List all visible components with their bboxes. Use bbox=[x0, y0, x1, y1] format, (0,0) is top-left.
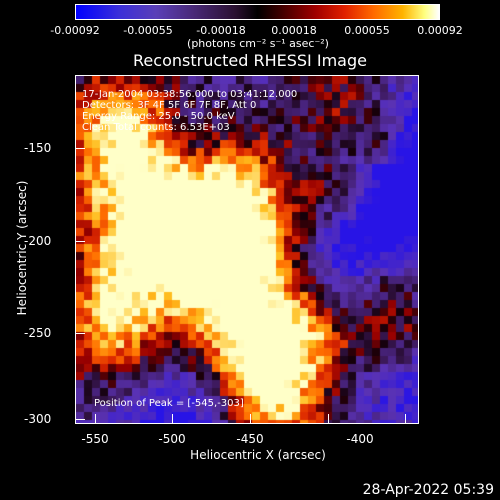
y-tick-label: -250 bbox=[24, 326, 52, 340]
x-tick-label: -450 bbox=[236, 432, 264, 446]
y-tick-label: -200 bbox=[24, 234, 52, 248]
y-tick-label: -300 bbox=[24, 412, 52, 426]
colorbar-tick: 0.00018 bbox=[271, 24, 317, 37]
info-time-range: 17-Jan-2004 03:38:56.000 to 03:41:12.000 bbox=[82, 89, 298, 100]
colorbar-tick: -0.00092 bbox=[50, 24, 100, 37]
info-peak-position: Position of Peak = [-545,-303] bbox=[94, 398, 244, 409]
chart-title: Reconstructed RHESSI Image bbox=[133, 51, 367, 70]
colorbar-tick: -0.00018 bbox=[196, 24, 246, 37]
colorbar-tick: 0.00092 bbox=[417, 24, 463, 37]
colorbar bbox=[75, 4, 440, 20]
y-tickmark bbox=[75, 241, 85, 242]
x-tickmark bbox=[172, 414, 173, 424]
x-tick-label: -500 bbox=[158, 432, 186, 446]
info-energy: Energy Range: 25.0 - 50.0 keV bbox=[82, 111, 235, 122]
y-tickmark bbox=[75, 333, 85, 334]
x-tickmark bbox=[405, 414, 406, 424]
info-detectors: Detectors: 3F 4F 5F 6F 7F 8F, Att 0 bbox=[82, 100, 257, 111]
heatmap-image bbox=[76, 76, 418, 423]
y-tickmark bbox=[75, 419, 85, 420]
colorbar-tick: 0.00055 bbox=[344, 24, 390, 37]
image-plot-area: 17-Jan-2004 03:38:56.000 to 03:41:12.000… bbox=[75, 75, 419, 424]
x-tick-label: -550 bbox=[81, 432, 109, 446]
x-axis-label: Heliocentric X (arcsec) bbox=[190, 448, 326, 462]
info-method: Clean Total counts: 6.53E+03 bbox=[82, 122, 230, 133]
y-tick-label: -150 bbox=[24, 141, 52, 155]
colorbar-tick: -0.00055 bbox=[123, 24, 173, 37]
timestamp: 28-Apr-2022 05:39 bbox=[362, 482, 494, 498]
y-tickmark bbox=[75, 148, 85, 149]
colorbar-units: (photons cm⁻² s⁻¹ asec⁻²) bbox=[187, 37, 329, 50]
x-tickmark bbox=[95, 414, 96, 424]
y-axis-label: Heliocentric Y (arcsec) bbox=[15, 180, 29, 316]
x-tickmark bbox=[328, 414, 329, 424]
x-tick-label: -400 bbox=[346, 432, 374, 446]
x-tickmark bbox=[250, 414, 251, 424]
